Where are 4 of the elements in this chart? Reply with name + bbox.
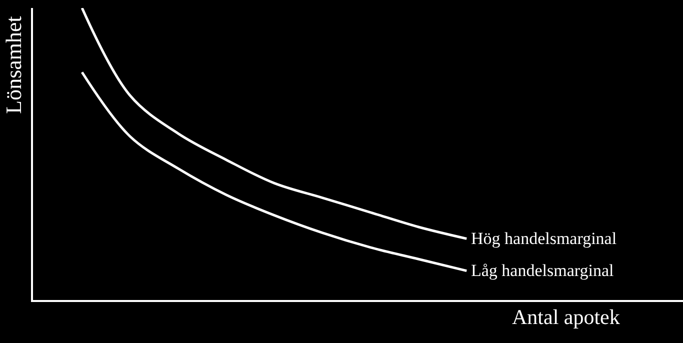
series-label: Hög handelsmarginal bbox=[471, 229, 617, 248]
x-axis-title: Antal apotek bbox=[512, 305, 620, 329]
y-axis-title: Lönsamhet bbox=[1, 16, 26, 114]
series-label: Låg handelsmarginal bbox=[471, 261, 614, 280]
